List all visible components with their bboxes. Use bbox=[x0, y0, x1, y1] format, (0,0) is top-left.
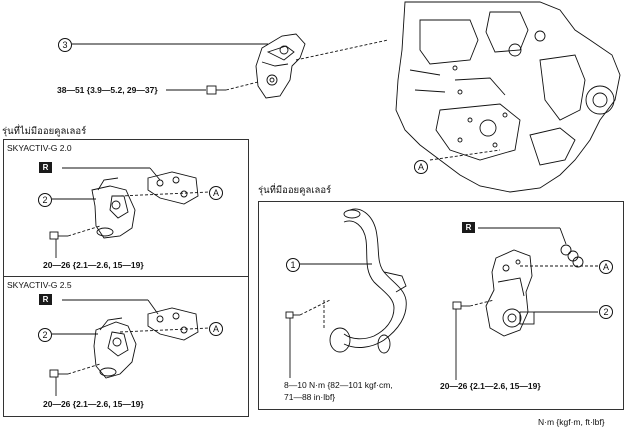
top-bolt-dash bbox=[225, 81, 259, 91]
panel2-title: SKYACTIV-G 2.5 bbox=[7, 280, 72, 290]
panel2-gasket-illustration bbox=[147, 307, 199, 341]
panel2-A-dash bbox=[119, 327, 211, 333]
panel2-r-marker: R bbox=[39, 294, 52, 305]
engine-A-dash bbox=[429, 149, 501, 161]
panel2-callout-2: 2 bbox=[38, 328, 52, 342]
callout-3: 3 bbox=[58, 38, 72, 52]
panel2-bolt-illustration bbox=[49, 369, 68, 378]
with-oil-cooler-heading: รุ่นที่มีออยคูลเลอร์ bbox=[258, 185, 332, 196]
right-bracket-torque: 20—26 {2.1—2.6, 15—19} bbox=[440, 381, 541, 391]
hose-torque-line1: 8—10 N·m {82—101 kgf·cm, bbox=[284, 380, 393, 390]
panel1-bracket-illustration bbox=[91, 177, 136, 239]
engine-mount-bracket-illustration bbox=[255, 33, 306, 99]
panel2-r-leader2 bbox=[147, 299, 159, 315]
panel-skyactiv-g-2-5 bbox=[3, 276, 249, 417]
panel2-callout-A: A bbox=[209, 322, 223, 336]
units-legend: N·m {kgf·m, ft·lbf} bbox=[538, 417, 605, 427]
panel-with-oil-cooler bbox=[258, 201, 624, 410]
right-r-leader2 bbox=[559, 227, 567, 245]
top-bolt-torque: 38—51 {3.9—5.2, 29—37} bbox=[57, 85, 158, 95]
panel2-torque: 20—26 {2.1—2.6, 15—19} bbox=[43, 399, 144, 409]
panel1-bolt-dash bbox=[67, 225, 101, 237]
right-callout-A: A bbox=[599, 260, 613, 274]
right-bolt-illustration bbox=[452, 301, 470, 310]
top-bolt-illustration bbox=[206, 85, 226, 95]
right-callout-1: 1 bbox=[286, 258, 300, 272]
panel1-r-leader2 bbox=[149, 167, 161, 181]
right-bolt-dash bbox=[469, 299, 495, 307]
hose-bolt-dash bbox=[299, 299, 331, 316]
hose-torque-line2: 71—88 in·lbf} bbox=[284, 392, 336, 402]
panel2-bolt-dash bbox=[67, 363, 101, 375]
panel1-title: SKYACTIV-G 2.0 bbox=[7, 143, 72, 153]
oil-cooler-hose-illustration bbox=[329, 208, 407, 354]
panel1-bolt-illustration bbox=[49, 231, 68, 240]
callout-A-engine: A bbox=[414, 160, 428, 174]
panel-skyactiv-g-2-0 bbox=[3, 139, 249, 277]
bracket-dash-line bbox=[295, 39, 389, 61]
panel1-callout-A: A bbox=[209, 186, 223, 200]
panel1-A-dash bbox=[119, 191, 211, 197]
panel1-r-marker: R bbox=[39, 162, 52, 173]
engine-block-illustration bbox=[395, 1, 621, 193]
no-oil-cooler-heading: รุ่นที่ไม่มีออยคูลเลอร์ bbox=[2, 126, 87, 137]
hose-clamp-bolt-illustration bbox=[285, 311, 300, 319]
o-ring-illustration bbox=[560, 244, 584, 268]
right-callout-2: 2 bbox=[599, 305, 613, 319]
panel1-torque: 20—26 {2.1—2.6, 15—19} bbox=[43, 260, 144, 270]
panel1-callout-2: 2 bbox=[38, 193, 52, 207]
oil-cooler-bracket-illustration bbox=[485, 249, 535, 337]
right-r-marker: R bbox=[462, 222, 475, 233]
panel2-bracket-illustration bbox=[93, 317, 137, 379]
